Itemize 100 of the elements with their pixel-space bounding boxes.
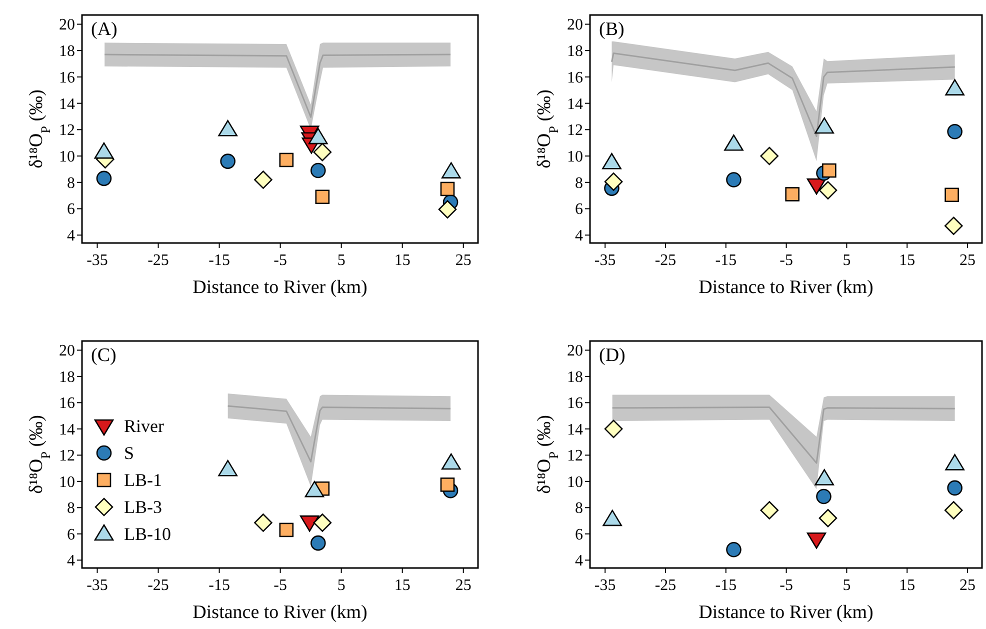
y-tick-label: 20 [59,16,75,34]
point [944,188,959,202]
point [816,488,832,504]
x-axis-title: Distance to River (km) [192,277,368,298]
point [814,117,834,134]
point [724,134,744,151]
point [814,469,834,486]
chart-title: (B) [599,19,624,40]
x-axis-title: Distance to River (km) [698,277,874,298]
x-tick-label: 15 [899,252,916,269]
point [945,79,964,96]
x-tick-label: -25 [148,252,169,269]
x-tick-label: -35 [594,252,616,269]
y-tick-label: 6 [575,201,583,218]
x-tick-label: -35 [86,577,108,594]
legend-label: LB-3 [124,497,162,517]
y-tick-label: 18 [59,368,75,386]
x-tick-label: 5 [842,252,851,269]
x-tick-label: -5 [780,577,793,594]
y-tick-label: 10 [59,148,75,166]
x-tick-label: 15 [394,577,410,594]
y-tick-label: 16 [567,69,583,86]
x-tick-label: -25 [654,577,676,594]
point [947,124,962,140]
x-tick-label: -5 [780,252,793,269]
y-tick-label: 4 [67,552,75,570]
chart-title: (D) [599,345,626,366]
y-tick-label: 8 [575,174,583,192]
chart-title: (A) [91,19,118,40]
x-tick-label: 5 [337,252,346,269]
y-tick-label: 4 [575,228,583,245]
point [726,172,742,188]
y-tick-label: 18 [59,43,75,60]
y-tick-label: 12 [59,448,75,465]
point [944,216,963,236]
x-tick-label: -35 [594,577,616,594]
x-tick-label: 25 [455,252,472,269]
point [945,454,964,470]
y-tick-label: 18 [567,368,583,386]
y-tick-label: 16 [59,395,75,412]
point [818,508,838,528]
y-tick-label: 18 [567,43,583,60]
legend-label: River [124,416,164,436]
x-tick-label: 25 [960,577,976,594]
chart-title: (C) [91,345,116,366]
x-tick-label: 15 [394,252,410,269]
x-tick-label: 5 [337,577,346,594]
x-tick-label: -25 [654,252,676,269]
x-tick-label: -15 [208,252,230,269]
y-tick-label: 20 [567,342,583,360]
y-tick-label: 10 [59,474,75,491]
y-tick-label: 8 [67,500,75,518]
y-tick-label: 12 [59,122,75,140]
legend-label: S [124,443,134,463]
x-tick-label: -5 [274,252,287,269]
y-tick-label: 4 [575,552,583,570]
y-tick-label: 8 [67,174,75,192]
point [785,187,800,202]
x-tick-label: 15 [899,577,916,594]
y-tick-label: 20 [59,342,75,360]
y-tick-label: 20 [567,16,583,34]
point [726,542,742,558]
point [604,420,623,438]
y-tick-label: 12 [567,448,583,465]
legend-label: LB-1 [124,470,162,490]
x-tick-label: 25 [455,577,472,594]
line-series [610,52,956,137]
point [602,510,622,526]
x-tick-label: 5 [842,577,851,594]
point [806,532,826,549]
x-tick-label: -35 [86,252,108,269]
point [818,181,838,200]
y-tick-label: 10 [567,474,583,491]
y-tick-label: 10 [567,148,583,166]
y-tick-label: 6 [575,526,583,544]
y-tick-label: 8 [575,500,583,518]
y-tick-label: 12 [567,122,583,140]
y-tick-label: 14 [567,421,583,438]
y-tick-label: 14 [567,96,583,113]
point [822,163,836,178]
point [602,152,622,170]
x-tick-label: 25 [960,252,976,269]
point [760,146,779,166]
x-tick-label: -15 [715,577,737,594]
x-tick-label: -15 [208,577,230,594]
line-series [104,54,452,118]
y-tick-label: 6 [67,526,75,544]
line-series [227,405,452,462]
y-tick-label: 4 [67,228,75,245]
y-tick-label: 14 [59,96,75,113]
point [944,501,963,520]
x-tick-label: -15 [715,252,737,269]
x-tick-label: -5 [274,577,287,594]
point [604,172,623,191]
legend-label: LB-10 [124,524,171,544]
line-series [612,406,956,464]
y-tick-label: 16 [567,395,583,412]
y-tick-label: 14 [59,421,75,438]
y-tick-label: 16 [59,69,75,86]
point [760,501,779,520]
